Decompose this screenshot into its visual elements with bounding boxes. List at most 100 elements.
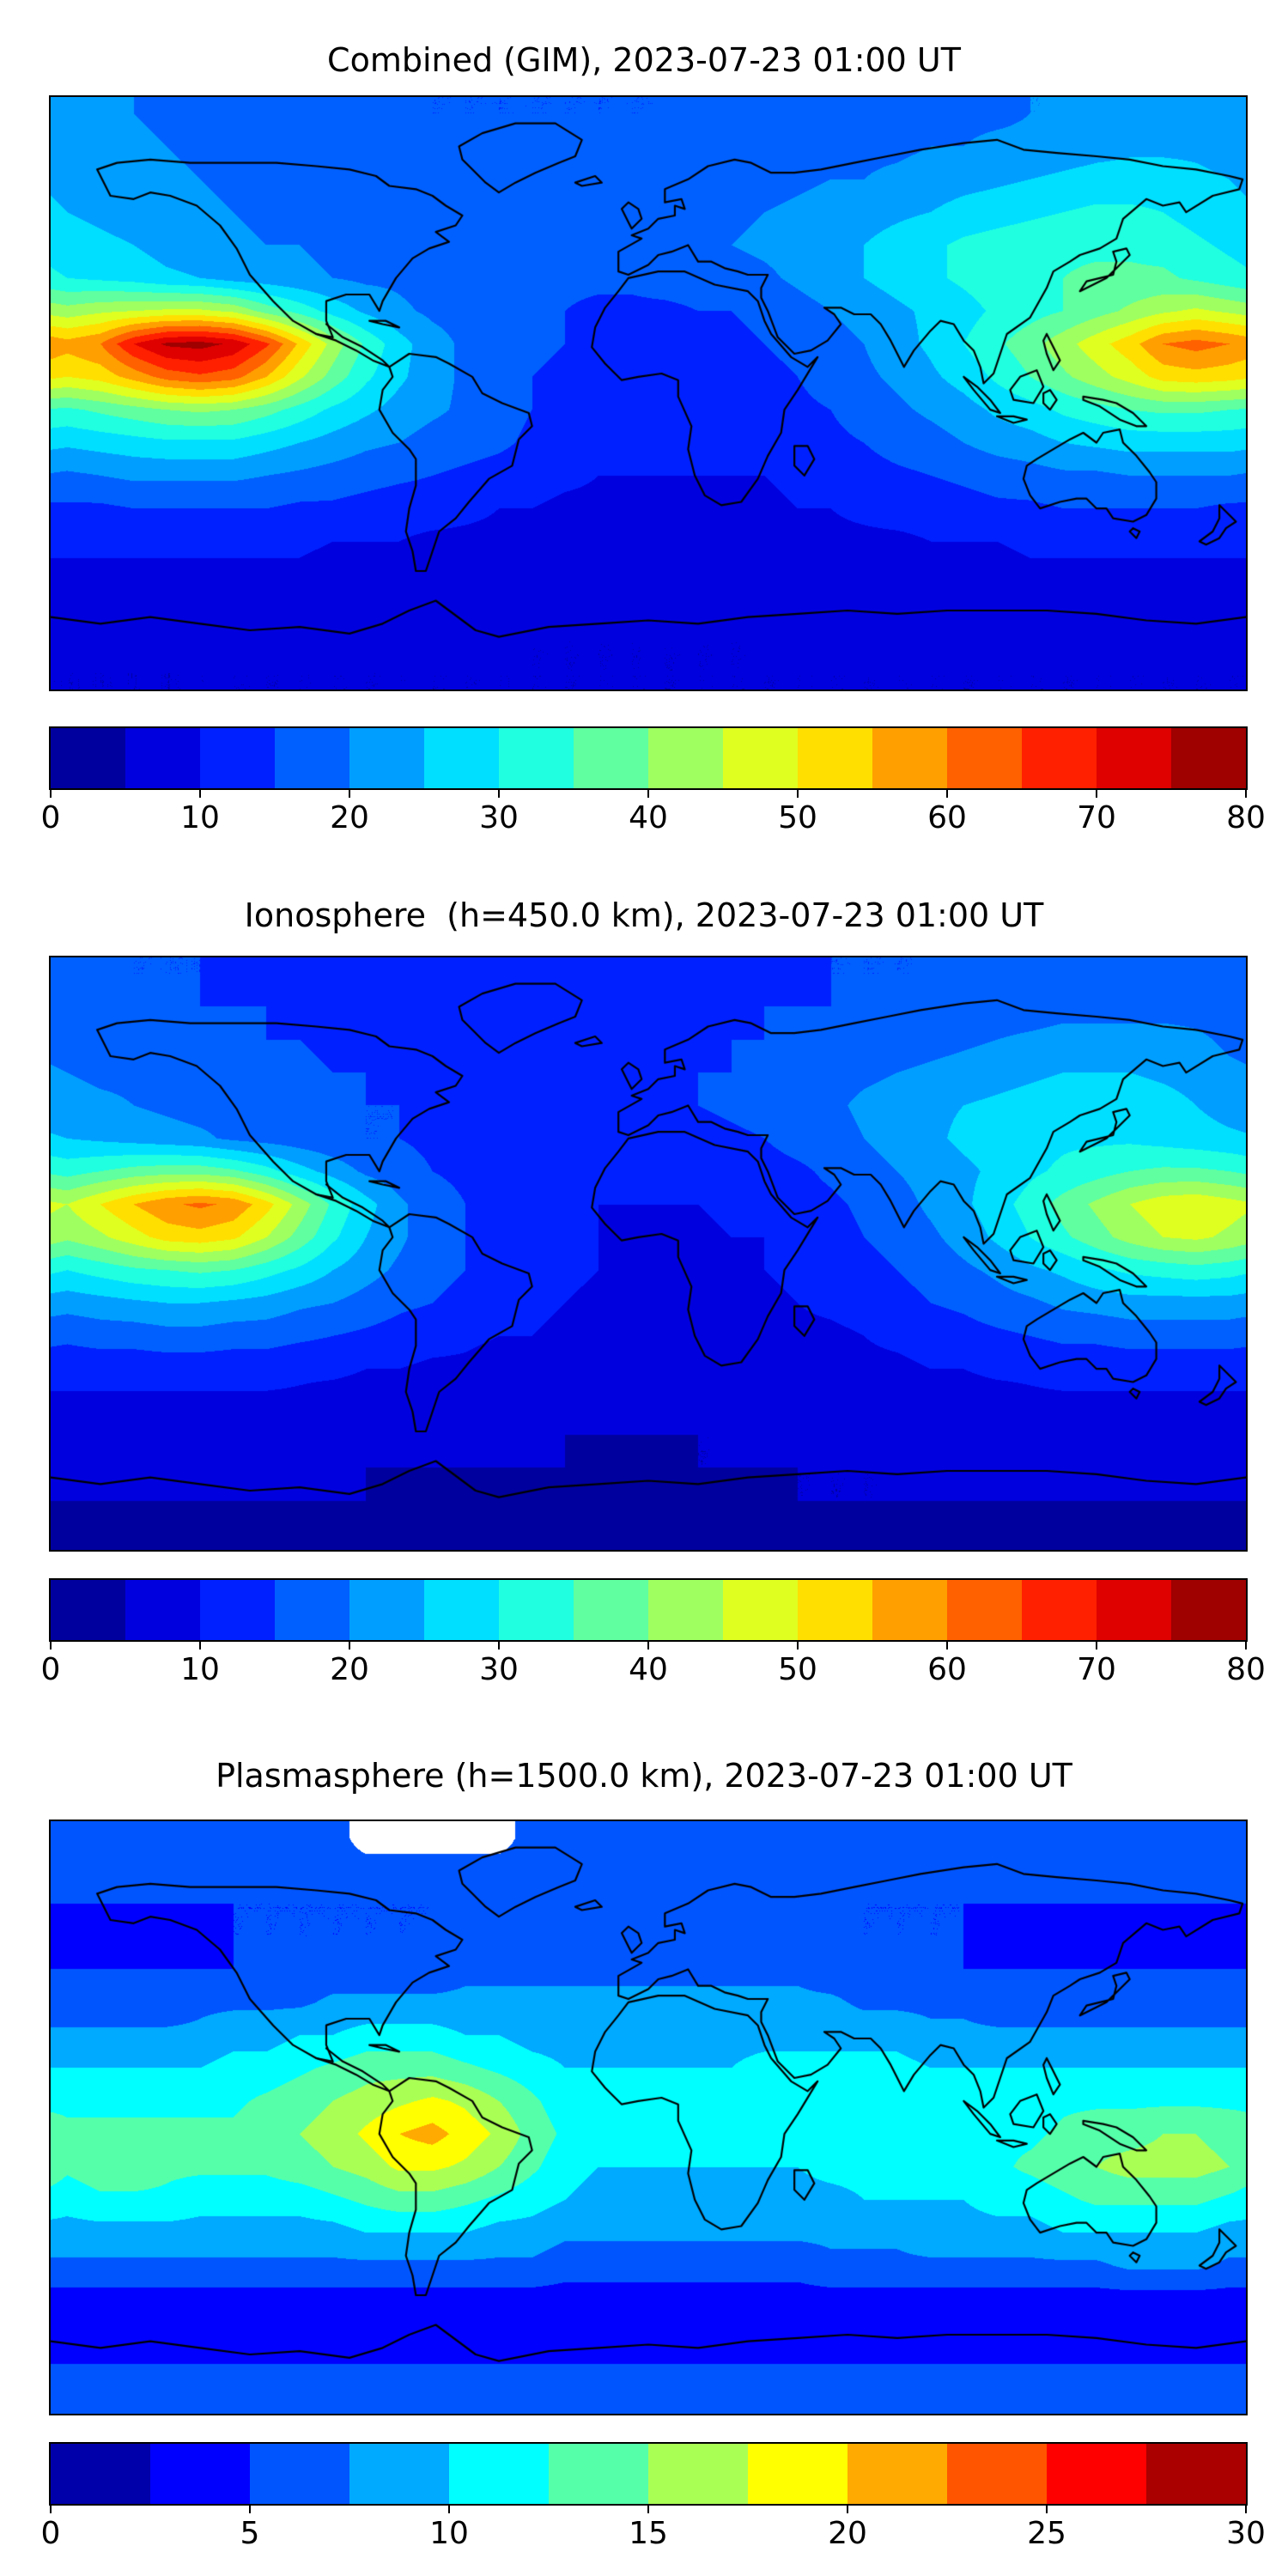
colorbar-segment bbox=[947, 2444, 1047, 2504]
colorbar-segment bbox=[723, 728, 798, 788]
colorbar-tick-label: 15 bbox=[629, 2516, 668, 2551]
colorbar-segment bbox=[574, 1580, 648, 1640]
colorbar-tick-label: 5 bbox=[240, 2516, 260, 2551]
colorbar-segment bbox=[349, 1580, 424, 1640]
colorbar-tick-mark bbox=[1245, 2506, 1247, 2513]
colorbar-tick-label: 80 bbox=[1226, 1652, 1266, 1687]
colorbar-tick-mark bbox=[349, 1642, 350, 1649]
colorbar-segment bbox=[947, 1580, 1022, 1640]
colorbar-segment bbox=[723, 1580, 798, 1640]
map-ionosphere bbox=[49, 956, 1248, 1552]
colorbar-segment bbox=[1097, 1580, 1171, 1640]
colorbar-tick-label: 40 bbox=[629, 1652, 668, 1687]
colorbar-tick-mark bbox=[797, 790, 799, 798]
colorbar-tick-label: 60 bbox=[927, 800, 967, 835]
colorbar-segment bbox=[424, 1580, 499, 1640]
colorbar-tick-mark bbox=[448, 2506, 450, 2513]
colorbar-tick-label: 10 bbox=[180, 800, 220, 835]
colorbar-segment bbox=[1047, 2444, 1146, 2504]
colorbar-tick-mark bbox=[647, 1642, 649, 1649]
colorbar-tick-label: 0 bbox=[40, 800, 61, 835]
map-combined-gim bbox=[49, 95, 1248, 691]
colorbar-tick-mark bbox=[498, 1642, 500, 1649]
colorbar-segment bbox=[200, 728, 275, 788]
colorbar-tick-label: 10 bbox=[429, 2516, 469, 2551]
colorbar-ticks-combined: 0 10 20 30 40 50 60 70 80 bbox=[41, 790, 1266, 841]
colorbar-segment bbox=[424, 728, 499, 788]
colorbar-segment bbox=[1022, 728, 1097, 788]
colorbar-segment bbox=[200, 1580, 275, 1640]
colorbar-segment bbox=[1171, 728, 1246, 788]
colorbar-ticks-plasmasphere: 0 5 10 15 20 25 30 bbox=[41, 2506, 1266, 2557]
colorbar-segment bbox=[349, 2444, 449, 2504]
colorbar-plasmasphere bbox=[49, 2442, 1248, 2506]
colorbar-segment bbox=[574, 728, 648, 788]
colorbar-segment bbox=[748, 2444, 848, 2504]
map-plasmasphere bbox=[49, 1820, 1248, 2415]
colorbar-segment bbox=[275, 1580, 349, 1640]
colorbar-segment bbox=[1146, 2444, 1246, 2504]
colorbar-segment bbox=[549, 2444, 648, 2504]
colorbar-segment bbox=[51, 1580, 125, 1640]
colorbar-tick-label: 40 bbox=[629, 800, 668, 835]
colorbar-segment bbox=[250, 2444, 349, 2504]
colorbar-tick-mark bbox=[50, 1642, 52, 1649]
colorbar-tick-label: 10 bbox=[180, 1652, 220, 1687]
colorbar-tick-label: 30 bbox=[479, 1652, 519, 1687]
colorbar-tick-label: 50 bbox=[778, 800, 817, 835]
colorbar-segment bbox=[798, 1580, 872, 1640]
colorbar-tick-label: 30 bbox=[1226, 2516, 1266, 2551]
colorbar-tick-mark bbox=[1096, 1642, 1097, 1649]
colorbar-segment bbox=[872, 728, 947, 788]
colorbar-segment bbox=[872, 1580, 947, 1640]
colorbar-tick-mark bbox=[1245, 790, 1247, 798]
colorbar-tick-mark bbox=[199, 1642, 201, 1649]
colorbar-tick-label: 25 bbox=[1027, 2516, 1066, 2551]
colorbar-segment bbox=[51, 728, 125, 788]
colorbar-tick-mark bbox=[498, 790, 500, 798]
colorbar-segment bbox=[798, 728, 872, 788]
colorbar-tick-label: 20 bbox=[828, 2516, 867, 2551]
colorbar-tick-mark bbox=[946, 790, 948, 798]
colorbar-segment bbox=[499, 728, 574, 788]
colorbar-segment bbox=[125, 1580, 200, 1640]
colorbar-ticks-ionosphere: 0 10 20 30 40 50 60 70 80 bbox=[41, 1642, 1266, 1693]
colorbar-segment bbox=[125, 728, 200, 788]
colorbar-tick-label: 0 bbox=[40, 1652, 61, 1687]
colorbar-segment bbox=[848, 2444, 947, 2504]
colorbar-tick-label: 30 bbox=[479, 800, 519, 835]
chart-title-combined: Combined (GIM), 2023-07-23 01:00 UT bbox=[327, 41, 961, 79]
colorbar-tick-label: 60 bbox=[927, 1652, 967, 1687]
colorbar-tick-mark bbox=[249, 2506, 251, 2513]
colorbar-tick-mark bbox=[1245, 1642, 1247, 1649]
chart-title-ionosphere: Ionosphere (h=450.0 km), 2023-07-23 01:0… bbox=[244, 896, 1044, 934]
colorbar-segment bbox=[648, 728, 723, 788]
chart-title-plasmasphere: Plasmasphere (h=1500.0 km), 2023-07-23 0… bbox=[216, 1757, 1072, 1795]
colorbar-tick-mark bbox=[647, 790, 649, 798]
colorbar-segment bbox=[150, 2444, 250, 2504]
colorbar-combined bbox=[49, 726, 1248, 790]
colorbar-tick-mark bbox=[199, 790, 201, 798]
colorbar-tick-mark bbox=[50, 2506, 52, 2513]
colorbar-tick-mark bbox=[847, 2506, 848, 2513]
colorbar-segment bbox=[449, 2444, 549, 2504]
colorbar-ionosphere bbox=[49, 1578, 1248, 1642]
colorbar-segment bbox=[1022, 1580, 1097, 1640]
colorbar-tick-label: 70 bbox=[1077, 1652, 1116, 1687]
colorbar-tick-label: 80 bbox=[1226, 800, 1266, 835]
colorbar-tick-mark bbox=[1096, 790, 1097, 798]
colorbar-tick-mark bbox=[797, 1642, 799, 1649]
colorbar-segment bbox=[648, 2444, 748, 2504]
colorbar-segment bbox=[51, 2444, 150, 2504]
colorbar-tick-mark bbox=[50, 790, 52, 798]
colorbar-tick-label: 20 bbox=[330, 800, 369, 835]
colorbar-tick-mark bbox=[349, 790, 350, 798]
colorbar-tick-label: 70 bbox=[1077, 800, 1116, 835]
colorbar-segment bbox=[947, 728, 1022, 788]
colorbar-segment bbox=[349, 728, 424, 788]
colorbar-tick-label: 0 bbox=[40, 2516, 61, 2551]
colorbar-segment bbox=[499, 1580, 574, 1640]
colorbar-segment bbox=[648, 1580, 723, 1640]
colorbar-tick-label: 20 bbox=[330, 1652, 369, 1687]
colorbar-segment bbox=[1171, 1580, 1246, 1640]
